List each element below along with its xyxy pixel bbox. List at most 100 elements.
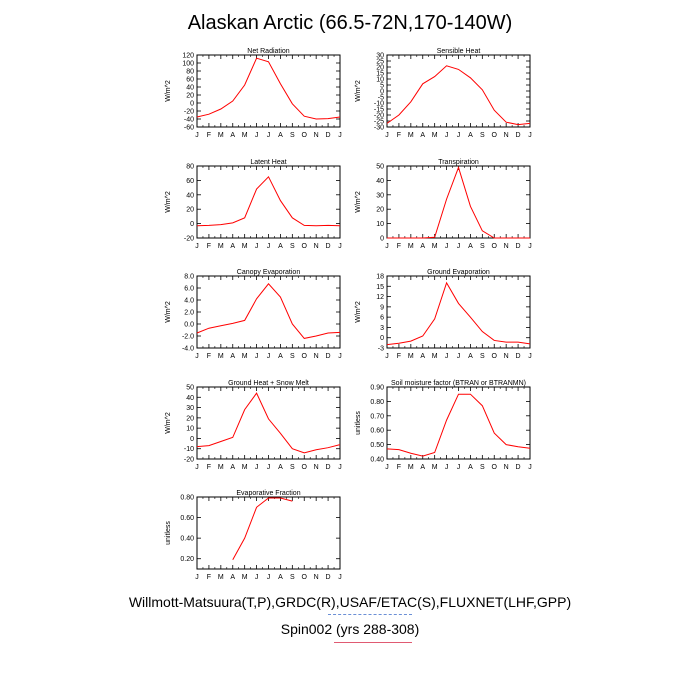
- y-tick-label: 40: [186, 192, 194, 199]
- x-tick-label: A: [420, 132, 425, 139]
- y-tick-label: 0.80: [180, 495, 194, 502]
- y-tick-label: 120: [182, 53, 194, 60]
- panel-title: Latent Heat: [250, 159, 286, 166]
- y-tick-label: 100: [182, 61, 194, 68]
- x-tick-label: J: [445, 464, 449, 471]
- y-tick-label: -20: [374, 113, 384, 120]
- x-tick-label: J: [267, 574, 271, 581]
- y-tick-label: 10: [186, 426, 194, 433]
- panel-title: Soil moisture factor (BTRAN or BTRANMN): [391, 380, 526, 387]
- x-tick-label: S: [480, 243, 485, 250]
- run-legend-line: [334, 642, 412, 643]
- y-tick-label: 9: [380, 304, 384, 311]
- panel-soil-moisture-factor: Soil moisture factor (BTRAN or BTRANMN) u…: [355, 380, 532, 471]
- x-tick-label: M: [432, 464, 438, 471]
- x-tick-label: D: [326, 353, 331, 360]
- y-axis-label: W/m^2: [165, 191, 172, 213]
- y-tick-label: 0.70: [370, 413, 384, 420]
- x-tick-label: F: [207, 243, 211, 250]
- x-tick-label: M: [408, 132, 414, 139]
- x-tick-label: F: [207, 353, 211, 360]
- y-tick-label: 0.20: [180, 556, 194, 563]
- x-tick-label: J: [457, 132, 461, 139]
- plot-frame: [386, 386, 531, 460]
- x-tick-label: O: [302, 132, 308, 139]
- x-tick-label: O: [302, 464, 308, 471]
- y-axis-label: unitless: [355, 411, 362, 435]
- y-tick-label: 0.50: [370, 442, 384, 449]
- x-tick-label: D: [326, 464, 331, 471]
- x-tick-label: D: [516, 132, 521, 139]
- x-tick-label: J: [255, 353, 259, 360]
- x-tick-label: O: [492, 353, 498, 360]
- y-tick-label: 30: [376, 53, 384, 60]
- x-tick-label: M: [242, 243, 248, 250]
- y-axis-label: W/m^2: [355, 301, 362, 323]
- x-tick-label: D: [516, 243, 521, 250]
- x-tick-label: M: [242, 574, 248, 581]
- y-axis-label: W/m^2: [165, 412, 172, 434]
- x-tick-label: J: [445, 353, 449, 360]
- y-tick-label: 20: [376, 65, 384, 72]
- y-tick-label: 0: [190, 221, 194, 228]
- x-tick-label: A: [420, 353, 425, 360]
- y-axis-label: unitless: [165, 521, 172, 545]
- y-tick-label: -20: [184, 109, 194, 116]
- y-tick-label: 0.40: [370, 457, 384, 464]
- x-tick-label: S: [290, 243, 295, 250]
- y-tick-label: -20: [184, 457, 194, 464]
- x-tick-label: A: [420, 464, 425, 471]
- x-tick-label: J: [528, 464, 532, 471]
- y-tick-label: 60: [186, 77, 194, 84]
- x-tick-label: O: [492, 243, 498, 250]
- x-tick-label: N: [504, 353, 509, 360]
- x-tick-label: J: [195, 353, 199, 360]
- x-tick-label: A: [278, 243, 283, 250]
- x-tick-label: S: [290, 353, 295, 360]
- x-tick-label: A: [230, 574, 235, 581]
- plot-frame: [386, 165, 531, 239]
- x-tick-label: J: [385, 464, 389, 471]
- x-tick-label: N: [314, 243, 319, 250]
- x-tick-label: M: [408, 464, 414, 471]
- series-line: [196, 175, 341, 227]
- x-tick-label: J: [457, 243, 461, 250]
- x-tick-label: N: [314, 574, 319, 581]
- x-tick-label: M: [218, 574, 224, 581]
- x-tick-label: O: [492, 464, 498, 471]
- x-tick-label: M: [242, 464, 248, 471]
- y-axis-label: W/m^2: [165, 301, 172, 323]
- y-tick-label: -4.0: [182, 346, 194, 353]
- y-tick-label: 5: [380, 83, 384, 90]
- x-tick-label: F: [207, 132, 211, 139]
- x-tick-label: M: [432, 243, 438, 250]
- y-tick-label: 0.90: [370, 385, 384, 392]
- x-tick-label: J: [255, 132, 259, 139]
- y-tick-label: 30: [376, 192, 384, 199]
- y-axis-label: W/m^2: [165, 80, 172, 102]
- y-tick-label: 0.60: [180, 515, 194, 522]
- x-tick-label: J: [267, 353, 271, 360]
- y-tick-label: 10: [376, 77, 384, 84]
- x-tick-label: J: [385, 243, 389, 250]
- y-tick-label: 18: [376, 274, 384, 281]
- x-tick-label: O: [302, 574, 308, 581]
- x-tick-label: J: [267, 132, 271, 139]
- x-tick-label: J: [195, 243, 199, 250]
- x-tick-label: M: [218, 132, 224, 139]
- y-tick-label: 6: [380, 315, 384, 322]
- y-tick-label: 3: [380, 325, 384, 332]
- y-tick-label: 60: [186, 178, 194, 185]
- x-tick-label: S: [290, 464, 295, 471]
- x-tick-label: F: [397, 464, 401, 471]
- data-sources-caption: Willmott-Matsuura(T,P),GRDC(R),USAF/ETAC…: [128, 594, 572, 610]
- y-tick-label: 30: [186, 405, 194, 412]
- y-tick-label: 2.0: [184, 310, 194, 317]
- y-axis-label: W/m^2: [355, 191, 362, 213]
- x-tick-label: A: [278, 353, 283, 360]
- panel-title: Transpiration: [438, 159, 479, 166]
- x-tick-label: M: [408, 243, 414, 250]
